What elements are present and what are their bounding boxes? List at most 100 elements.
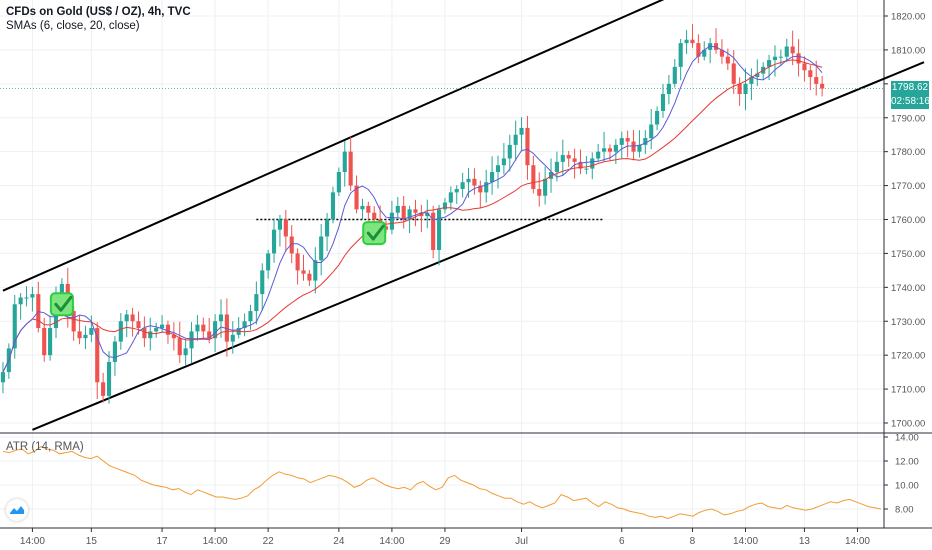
candle-body (195, 324, 200, 332)
candle-body (319, 236, 324, 261)
candle-body (672, 66, 677, 84)
candle-body (602, 148, 607, 152)
candle-body (513, 134, 518, 145)
candle-body (466, 178, 471, 183)
candle-body (218, 314, 224, 322)
candle-body (495, 165, 501, 173)
atr-tick-label: 12.00 (895, 457, 919, 468)
time-tick-label: 14:00 (845, 536, 870, 547)
candle-body (413, 209, 418, 213)
candle-body (507, 144, 512, 159)
candle-body (684, 39, 689, 44)
candle-body (702, 49, 707, 57)
candle-body (625, 138, 630, 142)
candle-body (360, 205, 365, 210)
candle-body (790, 46, 795, 54)
atr-indicator-label: ATR (14, RMA) (6, 441, 84, 453)
candle-body (796, 53, 801, 64)
time-tick-label: Jul (515, 536, 528, 547)
candle-body (389, 212, 394, 230)
candle-body (224, 314, 229, 342)
check-mark-icon[interactable] (362, 221, 387, 246)
candle-body (342, 151, 347, 173)
candle-body (59, 283, 64, 298)
candle-body (808, 70, 813, 78)
candle-body (48, 328, 53, 356)
candle-body (725, 56, 730, 64)
check-mark-stroke (54, 295, 73, 312)
atr-tick-label: 14.00 (895, 433, 919, 444)
candle-body (271, 229, 277, 254)
check-mark-icon[interactable] (49, 292, 74, 317)
candle-body (431, 212, 436, 251)
candle-body (537, 188, 542, 196)
candle-body (36, 294, 41, 329)
price-tick-label: 1740.00 (891, 283, 925, 294)
candle-body (719, 49, 724, 57)
countdown-tag: 02:58:16 (891, 95, 930, 109)
candle-body (631, 141, 636, 152)
candle-body (442, 202, 448, 210)
sma-indicator-label: SMAs (6, close, 20, close) (6, 20, 140, 32)
candle-body (165, 324, 171, 335)
time-tick-label: 6 (619, 536, 625, 547)
candle-body (83, 334, 88, 339)
last-price-tag: 1798.62 (891, 81, 929, 95)
candle-body (590, 158, 595, 169)
candle-body (543, 178, 548, 196)
candle-body (584, 168, 589, 170)
time-tick-label: 14:00 (203, 536, 228, 547)
candle-body (118, 321, 123, 342)
candle-body (784, 46, 789, 57)
channel-lower-line[interactable] (32, 61, 925, 431)
price-tick-label: 1770.00 (891, 181, 925, 192)
candle-body (713, 43, 719, 50)
candle-body (478, 185, 483, 193)
candle-body (525, 127, 530, 166)
candle-body (814, 77, 819, 84)
candle-body (690, 39, 695, 44)
candle-body (95, 328, 100, 383)
atr-line (3, 446, 881, 520)
time-tick-label: 14:00 (379, 536, 404, 547)
candle-body (260, 270, 265, 295)
candle-body (531, 165, 536, 189)
candle-body (0, 372, 6, 383)
candle-body (148, 331, 153, 339)
channel-upper-line[interactable] (2, 0, 710, 292)
candle-body (607, 148, 613, 152)
candle-body (354, 185, 359, 210)
candle-body (395, 205, 400, 213)
candle-body (106, 361, 112, 396)
candle-body (301, 270, 306, 274)
candle-body (460, 182, 465, 189)
candle-body (330, 192, 336, 220)
price-tick-label: 1720.00 (891, 351, 925, 362)
time-tick-label: 13 (799, 536, 811, 547)
price-tick-label: 1790.00 (891, 113, 925, 124)
candle-body (207, 331, 212, 339)
candle-body (778, 56, 783, 58)
candle-body (666, 83, 671, 95)
candle-body (472, 178, 477, 186)
candle-body (678, 43, 683, 67)
candle-body (407, 209, 412, 220)
candle-body (366, 205, 371, 213)
candle-body (313, 260, 318, 281)
candle-body (325, 219, 330, 237)
time-tick-label: 14:00 (733, 536, 758, 547)
candle-body (71, 311, 76, 332)
time-tick-label: 22 (263, 536, 275, 547)
candle-body (655, 110, 660, 125)
candle-body (336, 172, 341, 193)
candle-body (213, 321, 218, 339)
chart-title: CFDs on Gold (US$ / OZ), 4h, TVC (6, 6, 191, 18)
tradingview-logo-icon[interactable] (6, 499, 28, 521)
candle-body (454, 188, 459, 193)
candle-body (501, 158, 506, 166)
candle-body (295, 253, 300, 271)
candle-body (660, 94, 666, 111)
candle-body (490, 172, 495, 183)
candle-body (348, 151, 353, 186)
